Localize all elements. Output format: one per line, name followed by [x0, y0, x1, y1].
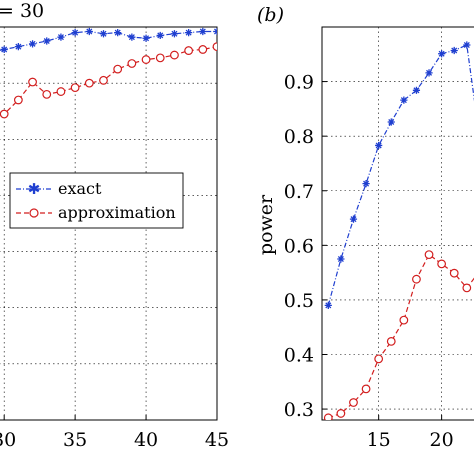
series-line-approximation	[328, 253, 474, 419]
panel-b-tick-labels: 15 20 0.3 0.4 0.5 0.6 0.7 0.8 0.9	[284, 72, 454, 451]
y-tick-label: 0.8	[284, 126, 314, 148]
y-tick-label: 0.9	[284, 72, 314, 94]
data-point-exact	[412, 86, 421, 94]
legend: ✱ exact approximation	[9, 172, 184, 229]
series-line-exact	[327, 44, 474, 306]
data-point-approximation	[56, 87, 66, 96]
x-tick-label: 30	[0, 429, 16, 451]
data-point-exact	[375, 141, 383, 150]
data-point-approximation	[99, 75, 108, 85]
data-point-exact	[400, 96, 408, 104]
data-point-approximation	[84, 78, 94, 88]
data-point-approximation	[70, 83, 80, 93]
panel-b-y-axis-label: power	[255, 194, 277, 255]
legend-box	[9, 172, 184, 229]
data-point-approximation	[399, 315, 409, 325]
data-point-exact	[337, 255, 345, 263]
data-point-exact	[438, 50, 446, 58]
legend-approximation-marker	[29, 208, 39, 218]
panel-a-tick-labels: 30 35 40 45	[0, 429, 229, 451]
series-exact	[324, 41, 474, 309]
data-point-approximation	[13, 95, 23, 105]
data-point-exact	[213, 27, 217, 36]
data-point-approximation	[198, 45, 208, 54]
legend-approximation-label: approximation	[58, 203, 176, 222]
data-point-approximation	[113, 64, 123, 74]
data-point-approximation	[449, 268, 459, 278]
y-tick-label: 0.3	[284, 399, 314, 421]
data-point-approximation	[127, 59, 137, 68]
legend-exact-marker: ✱	[28, 180, 41, 198]
data-point-exact	[450, 46, 458, 55]
panel-b-axes-frame	[321, 26, 474, 421]
series-approximation	[0, 42, 217, 120]
data-point-approximation	[437, 259, 447, 269]
data-point-approximation	[386, 337, 396, 346]
data-point-approximation	[323, 413, 333, 420]
legend-exact-label: exact	[58, 179, 102, 198]
panel-b: (b) 15 20 0.3 0.4 0.5 0.6 0.7 0.8 0.9 power	[255, 4, 474, 451]
x-tick-label: 15	[367, 429, 391, 451]
data-point-exact	[128, 33, 136, 41]
data-point-exact	[43, 37, 51, 45]
data-point-approximation	[184, 46, 194, 55]
data-point-approximation	[155, 53, 165, 63]
data-point-exact	[85, 27, 93, 36]
data-point-exact	[362, 180, 370, 188]
y-tick-label: 0.5	[284, 290, 314, 312]
data-point-exact	[142, 34, 150, 42]
series-exact	[0, 27, 217, 54]
data-point-exact	[387, 118, 395, 126]
data-point-approximation	[28, 77, 37, 87]
y-tick-label: 0.6	[284, 235, 314, 257]
panel-b-grid	[322, 27, 474, 420]
data-point-approximation	[336, 409, 346, 418]
data-point-exact	[185, 29, 193, 37]
data-point-exact	[324, 301, 332, 309]
data-point-approximation	[374, 354, 384, 364]
data-point-exact	[156, 31, 164, 40]
data-point-approximation	[424, 250, 434, 260]
panel-a-axes-frame	[0, 26, 218, 421]
y-tick-label: 0.7	[284, 181, 314, 203]
series-line-approximation	[0, 46, 217, 120]
data-point-approximation	[462, 283, 472, 293]
panel-a-title-fragment: = 30	[0, 0, 44, 22]
x-tick-label: 20	[430, 429, 454, 451]
data-point-exact	[14, 43, 22, 51]
data-point-exact	[28, 40, 37, 48]
data-point-exact	[57, 33, 65, 41]
y-tick-label: 0.4	[284, 345, 314, 367]
x-tick-label: 40	[134, 429, 158, 451]
data-point-exact	[199, 27, 207, 36]
data-point-approximation	[349, 398, 358, 407]
data-point-exact	[0, 45, 8, 54]
data-point-approximation	[212, 42, 217, 52]
data-point-exact	[71, 29, 79, 37]
data-point-exact	[425, 69, 433, 77]
data-point-exact	[170, 30, 179, 38]
panel-a: = 30 30 35 40 45 ✱ exact approximation	[0, 0, 229, 451]
data-point-exact	[463, 41, 471, 49]
data-point-approximation	[412, 274, 421, 284]
data-point-approximation	[141, 55, 151, 64]
data-point-exact	[114, 29, 122, 37]
panel-b-series	[323, 41, 474, 420]
data-point-approximation	[170, 50, 179, 60]
data-point-exact	[99, 30, 108, 38]
x-tick-label: 35	[63, 429, 87, 451]
data-point-approximation	[0, 109, 9, 119]
data-point-approximation	[361, 384, 371, 394]
panel-b-label: (b)	[257, 4, 284, 26]
data-point-exact	[349, 215, 358, 223]
series-line-exact	[0, 30, 217, 51]
panel-a-series	[0, 27, 217, 120]
x-tick-label: 45	[205, 429, 229, 451]
data-point-approximation	[42, 89, 52, 99]
series-approximation	[323, 250, 474, 420]
